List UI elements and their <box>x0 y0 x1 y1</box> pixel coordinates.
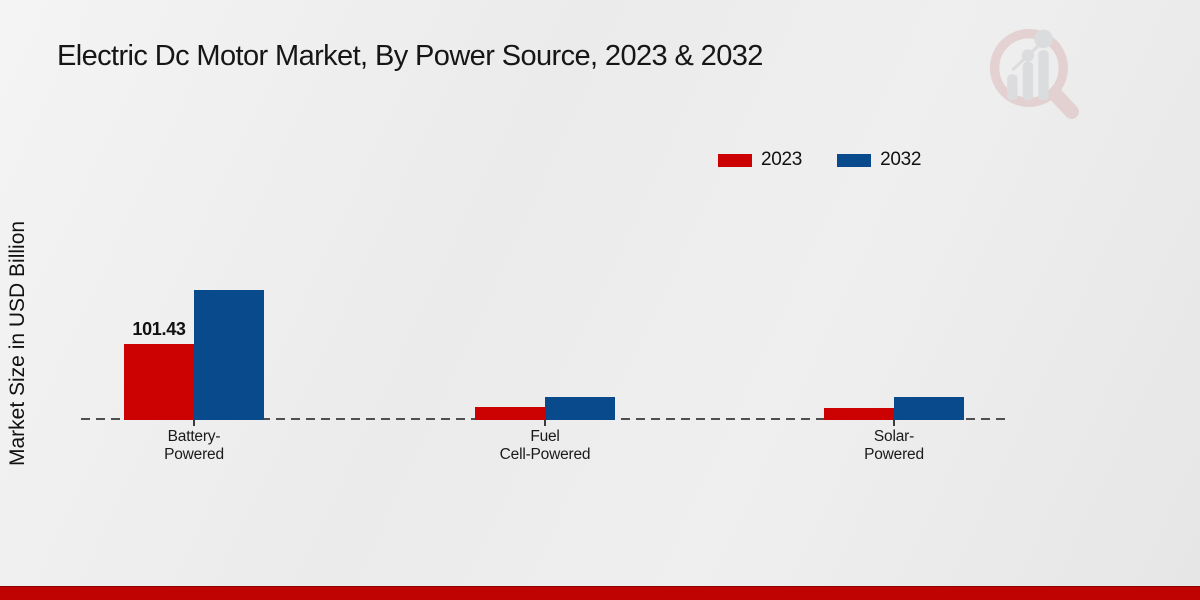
x-axis-category-label: Solar- Powered <box>864 428 924 463</box>
x-axis-category-label: Battery- Powered <box>164 428 224 463</box>
bar-2032-solar-powered <box>894 397 964 420</box>
x-axis-tick <box>544 420 546 426</box>
chart-title: Electric Dc Motor Market, By Power Sourc… <box>57 40 763 72</box>
market-research-future-logo-icon <box>989 29 1079 119</box>
legend-item-2032: 2032 <box>837 149 921 171</box>
bar-2023-battery-powered <box>124 344 194 420</box>
legend: 2023 2032 <box>718 149 921 171</box>
bar-2032-fuel-cell-powered <box>545 397 615 420</box>
bar-value-label: 101.43 <box>132 319 186 339</box>
legend-swatch-2023 <box>718 153 752 167</box>
bar-2023-fuel-cell-powered <box>475 407 545 420</box>
legend-label-2032: 2032 <box>880 149 922 170</box>
bar-2032-battery-powered <box>194 290 264 420</box>
legend-swatch-2032 <box>837 153 872 167</box>
footer-accent-bar <box>0 586 1200 600</box>
legend-label-2023: 2023 <box>761 149 803 170</box>
bar-2023-solar-powered <box>824 408 894 420</box>
x-axis-tick <box>893 420 895 426</box>
y-axis-label: Market Size in USD Billion <box>6 220 29 466</box>
legend-item-2023: 2023 <box>718 149 802 171</box>
x-axis-tick <box>193 420 195 426</box>
x-axis-category-label: Fuel Cell-Powered <box>499 428 591 463</box>
